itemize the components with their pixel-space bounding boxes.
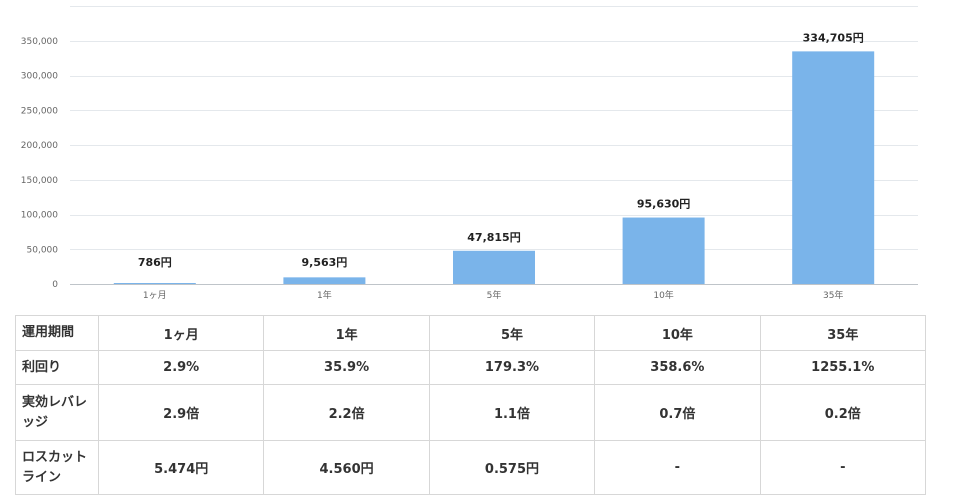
y-tick-label: 300,000 — [21, 72, 58, 82]
table-cell: 10年 — [594, 315, 761, 351]
bar — [283, 277, 366, 284]
table-cell: 1年 — [263, 315, 430, 351]
table-cell: 0.7倍 — [594, 384, 761, 441]
y-tick-label: 200,000 — [21, 141, 58, 151]
table-row-yield: 利回り 2.9% 35.9% 179.3% 358.6% 1255.1% — [15, 350, 927, 385]
x-tick-label: 35年 — [823, 289, 843, 301]
row-header: 実効レバレッジ — [15, 384, 99, 441]
table-cell: - — [759, 440, 927, 495]
data-label: 786円 — [138, 256, 172, 269]
data-label: 47,815円 — [467, 231, 520, 244]
table-cell: 1255.1% — [759, 350, 927, 385]
y-tick-label: 350,000 — [21, 37, 58, 47]
y-tick-label: 100,000 — [21, 211, 58, 221]
table-cell: 358.6% — [594, 350, 761, 385]
x-tick-label: 5年 — [487, 289, 502, 301]
data-label: 334,705円 — [803, 31, 864, 44]
table-cell: 4.560円 — [263, 440, 430, 495]
table-cell: 1ヶ月 — [97, 315, 265, 351]
x-tick-label: 1ヶ月 — [143, 290, 167, 301]
x-axis-ticks: 1ヶ月 1年 5年 10年 35年 — [143, 289, 843, 301]
table-cell: 179.3% — [428, 350, 596, 385]
table-row-leverage: 実効レバレッジ 2.9倍 2.2倍 1.1倍 0.7倍 0.2倍 — [15, 384, 927, 441]
bar-chart: 0 50,000 100,000 150,000 200,000 250,000 300,0… — [21, 6, 918, 301]
x-tick-label: 10年 — [653, 289, 673, 301]
bar — [453, 250, 535, 284]
bar — [113, 283, 196, 284]
y-tick-label: 250,000 — [21, 106, 58, 116]
table-row-period: 運用期間 1ヶ月 1年 5年 10年 35年 — [15, 315, 927, 351]
row-header: 利回り — [15, 350, 99, 385]
table-cell: 5.474円 — [97, 440, 265, 495]
y-tick-label: 50,000 — [27, 245, 59, 255]
bar — [792, 51, 875, 285]
data-label: 9,563円 — [302, 256, 348, 269]
table-cell: 0.2倍 — [759, 384, 927, 441]
table-cell: 35.9% — [263, 350, 430, 385]
y-tick-label: 0 — [52, 280, 58, 290]
table-cell: 35年 — [759, 315, 927, 351]
table-cell: 0.575円 — [428, 440, 596, 495]
row-header: ロスカットライン — [15, 440, 99, 495]
table-cell: 2.2倍 — [263, 384, 430, 441]
x-tick-label: 1年 — [317, 289, 332, 301]
bars — [113, 51, 875, 285]
row-header: 運用期間 — [15, 315, 99, 351]
table-cell: 5年 — [428, 315, 596, 351]
data-label: 95,630円 — [637, 198, 690, 211]
table-cell: 1.1倍 — [428, 384, 596, 441]
bar — [622, 217, 705, 284]
y-axis-ticks: 0 50,000 100,000 150,000 200,000 250,000 300,0… — [21, 37, 58, 290]
summary-table: 運用期間 1ヶ月 1年 5年 10年 35年 利回り 2.9% 35.9% 17… — [15, 315, 927, 495]
table-cell: 2.9% — [97, 350, 265, 385]
table-cell: - — [594, 440, 761, 495]
y-tick-label: 150,000 — [21, 176, 58, 186]
data-labels: 786円 9,563円 47,815円 95,630円 334,705円 — [138, 31, 864, 269]
grid-lines — [70, 6, 918, 285]
table-cell: 2.9倍 — [97, 384, 265, 441]
table-row-losscut: ロスカットライン 5.474円 4.560円 0.575円 - - — [15, 440, 927, 495]
